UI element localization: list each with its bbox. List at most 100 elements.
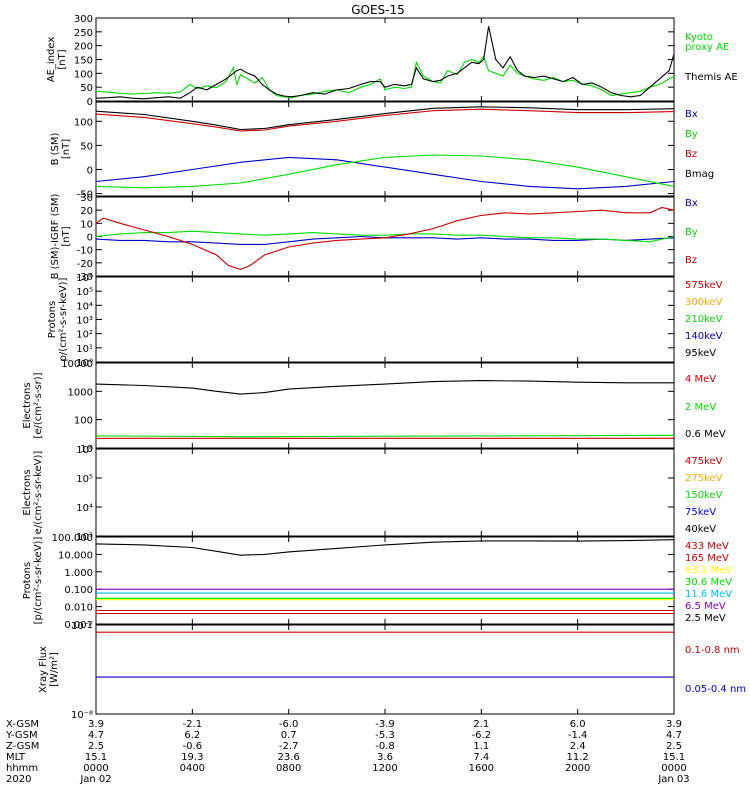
panel-frame: [95, 101, 675, 197]
legend-entry: 2.5 MeV: [685, 613, 726, 624]
x-row-value: -2.1: [183, 719, 203, 730]
y-axis-label: B (SM): [50, 132, 61, 165]
plot-title: GOES-15: [351, 3, 405, 17]
x-row-value: Jan 02: [79, 774, 111, 785]
x-row-value: 1200: [372, 763, 397, 774]
x-row-value: 1600: [469, 763, 494, 774]
legend-entry: 75keV: [685, 507, 716, 518]
x-row-value: 23.6: [278, 752, 300, 763]
series-line: [95, 55, 675, 99]
y-tick-label: 150: [74, 56, 93, 67]
x-row-value: 1.1: [473, 741, 489, 752]
x-row-value: 0800: [276, 763, 301, 774]
legend-entry: 0.1-0.8 nm: [685, 645, 740, 656]
legend-entry: 63.1 MeV: [685, 565, 732, 576]
x-row-value: 15.1: [85, 752, 107, 763]
x-row-label: MLT: [6, 752, 26, 763]
series-line: [95, 156, 675, 190]
y-axis-label: B (SM)-IGRF (SM): [50, 194, 61, 280]
y-tick-label: -10: [77, 246, 93, 257]
legend-entry: 6.5 MeV: [685, 601, 726, 612]
panel-7: 0.001 0.010 0.100 1.000 10.000 100.000 Protons…: [22, 533, 732, 631]
y-axis-label: [e/(cm²-s-sr)]: [33, 372, 44, 438]
y-tick-label: -30: [77, 272, 93, 283]
legend-entry: 165 MeV: [685, 553, 729, 564]
legend-entry: Themis AE: [684, 72, 738, 83]
y-tick-label: 200: [74, 42, 93, 53]
y-tick-label: 0: [87, 233, 93, 244]
y-axis-label: Xray Flux: [38, 646, 49, 693]
panel-3: -30 -20 -10 0 10 20 30 B (SM)-IGRF (SM) [nT] Bx By…: [50, 193, 698, 283]
legend-entry: Bz: [685, 149, 697, 160]
legend-entry: 475keV: [685, 456, 723, 467]
x-row-value: 4.7: [88, 730, 104, 741]
legend-entry: 4 MeV: [685, 374, 716, 385]
y-tick-label: 250: [74, 28, 93, 39]
y-axis-label: e/(cm²-s-sr-keV)]: [33, 451, 44, 535]
legend-entry: By: [685, 129, 698, 140]
x-row-value: 4.7: [666, 730, 682, 741]
panel-8: 10⁻⁸ 10⁻⁷ Xray Flux [W/m²] 0.1-0.8 nm 0.05-0.…: [38, 621, 746, 721]
legend-entry: 95keV: [685, 348, 716, 359]
series-line: [95, 26, 675, 100]
y-tick-label: 10: [80, 444, 93, 455]
series-line: [95, 206, 675, 270]
x-row-value: -3.9: [375, 719, 395, 730]
legend-entry: 575keV: [685, 280, 723, 291]
x-row-value: 2.1: [473, 719, 489, 730]
x-row-value: -6.2: [472, 730, 492, 741]
panel-2: -50 0 50 100 B (SM) [nT] Bx By Bz Bmag: [50, 101, 714, 201]
y-tick-label: 1.000: [64, 568, 93, 579]
y-axis-label: [p/(cm²-s-sr-keV)]: [33, 537, 44, 625]
y-axis-label: [nT]: [57, 49, 68, 69]
panel-frame: [95, 624, 675, 715]
x-row-value: Jan 03: [657, 774, 689, 785]
x-row-value: 0.7: [281, 730, 297, 741]
y-axis-label: Electrons: [22, 469, 33, 515]
y-tick-label: 300: [74, 14, 93, 25]
x-row-label: Y-GSM: [5, 730, 38, 741]
y-axis-label: Electrons: [22, 382, 33, 428]
y-tick-label: 100: [74, 117, 93, 128]
series-line: [95, 434, 675, 438]
legend-entry: 2 MeV: [685, 402, 716, 413]
panel-1: 0 50 100 150 200 250 300 AE_index [nT] Kyotoproxy…: [46, 14, 738, 108]
legend-entry: Bmag: [685, 169, 714, 180]
x-row-value: 2.5: [666, 741, 682, 752]
y-tick-label: 50: [80, 83, 93, 94]
y-tick-label: 10⁻⁷: [71, 621, 93, 632]
panel-frame: [95, 448, 675, 537]
y-tick-label: 10²: [76, 330, 93, 341]
x-row-label: hhmm: [6, 763, 38, 774]
x-row-value: 0000: [83, 763, 108, 774]
legend-entry: By: [685, 227, 698, 238]
x-row-value: 3.9: [88, 719, 104, 730]
series-line: [95, 380, 674, 395]
series-line: [95, 154, 675, 189]
x-row-value: 11.2: [567, 752, 589, 763]
y-tick-label: 0.001: [64, 620, 93, 631]
x-row-value: 19.3: [181, 752, 203, 763]
legend-entry: 30.6 MeV: [685, 577, 732, 588]
legend-entry: 210keV: [685, 314, 723, 325]
y-tick-label: 0.100: [64, 585, 93, 596]
legend-entry: 150keV: [685, 490, 723, 501]
legend-entry: 11.6 MeV: [685, 589, 732, 600]
y-tick-label: 10⁻⁸: [71, 710, 93, 721]
series-line: [95, 539, 675, 556]
y-tick-label: 10: [80, 219, 93, 230]
x-row-value: 7.4: [473, 752, 489, 763]
y-axis-label: [W/m²]: [49, 652, 60, 687]
y-tick-label: 10⁵: [76, 287, 93, 298]
x-row-value: 0000: [661, 763, 686, 774]
legend-entry: proxy AE: [685, 42, 729, 53]
x-row-label: 2020: [6, 774, 31, 785]
y-axis-label: p/(cm²-s-sr-keV)]: [58, 278, 69, 362]
panel-frame: [95, 276, 675, 363]
x-row-value: 2.4: [570, 741, 586, 752]
x-row-value: -5.3: [375, 730, 395, 741]
legend-entry: 40keV: [685, 524, 716, 535]
x-row-value: -2.7: [279, 741, 299, 752]
x-row-value: 6.0: [570, 719, 586, 730]
y-tick-label: -50: [77, 190, 93, 201]
